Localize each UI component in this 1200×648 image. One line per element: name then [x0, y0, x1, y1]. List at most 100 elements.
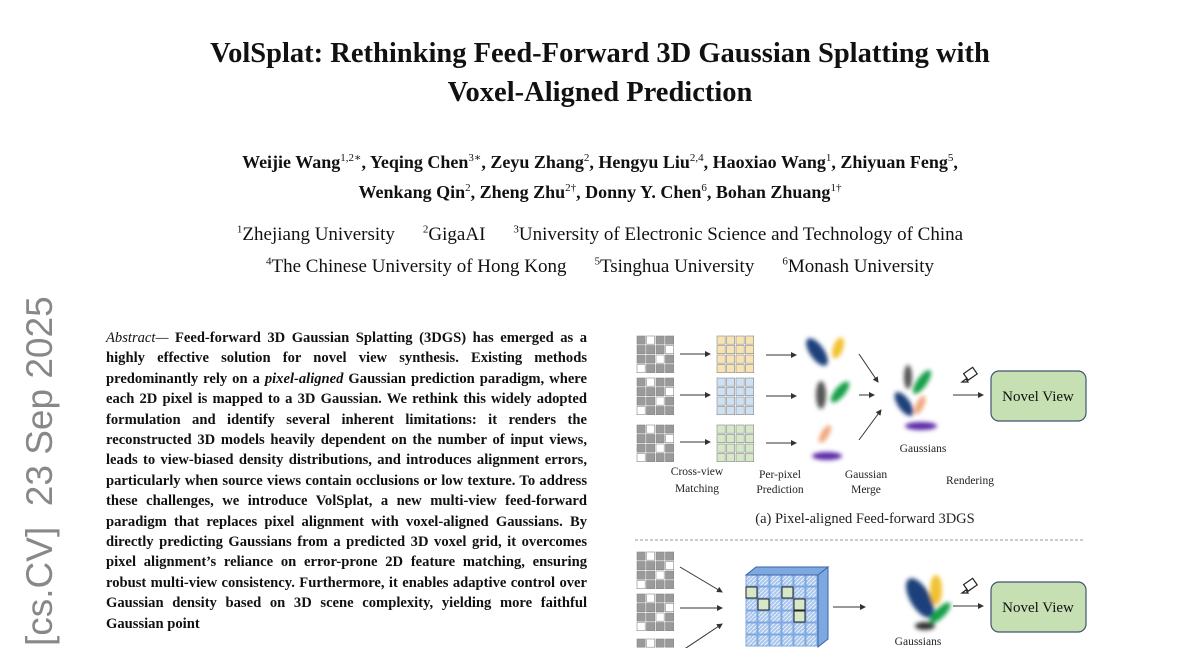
grid-cell: [655, 354, 665, 364]
label-gaussian: Gaussian: [845, 469, 887, 481]
grid-cell: [716, 354, 726, 364]
voxel-cell: [805, 574, 818, 587]
panel-a-arrows: [679, 351, 984, 648]
grid-cell: [646, 377, 655, 387]
figure-caption-a: (a) Pixel-aligned Feed-forward 3DGS: [755, 511, 974, 527]
voxel-cell: [793, 598, 806, 611]
author: Zeyu Zhang2: [490, 152, 590, 172]
grid-cell: [716, 345, 726, 354]
title-line-1: VolSplat: Rethinking Feed-Forward 3D Gau…: [210, 38, 990, 69]
grid-cell: [735, 443, 745, 453]
label-rendering: Rendering: [946, 475, 994, 487]
grid-cell: [745, 453, 754, 462]
voxel-cell: [757, 610, 770, 623]
grid-cell: [716, 364, 726, 373]
voxel-cell: [769, 598, 782, 611]
grid-cell: [745, 424, 754, 434]
grid-cell: [636, 612, 646, 622]
grid-cell: [646, 603, 655, 612]
grid-cell: [646, 387, 655, 396]
grid-cell: [655, 377, 665, 387]
affiliation: 1Zhejiang University: [236, 224, 395, 246]
grid-cell: [735, 396, 745, 406]
grid-cell: [636, 453, 646, 462]
grid-cell: [636, 580, 646, 589]
label-gaussians-a: Gaussians: [900, 443, 947, 455]
grid-cell: [735, 377, 745, 387]
grid-cell: [655, 434, 665, 443]
arxiv-stamp: [cs.CV] 23 Sep 2025: [19, 296, 60, 646]
novel-view-box-b: [990, 581, 1087, 633]
voxel-cell: [805, 634, 818, 647]
grid-cell: [745, 387, 754, 396]
voxel-cell: [793, 622, 806, 635]
voxel-cell: [793, 610, 806, 623]
affiliation: 6Monash University: [782, 255, 935, 277]
grid-cell: [665, 396, 674, 406]
label-merge: Merge: [851, 484, 881, 496]
voxel-cube-faces: [744, 565, 830, 648]
grid-cell: [655, 593, 665, 603]
grid-cell: [716, 443, 726, 453]
gaussian-blobs-a: [806, 337, 951, 630]
grid-cell: [636, 638, 646, 648]
grid-cell: [655, 561, 665, 570]
affiliations-line-1: 1Zhejiang University 2GigaAI 3University o…: [0, 217, 1200, 248]
grid-cell: [735, 387, 745, 396]
grid-cell: [716, 453, 726, 462]
label-matching: Matching: [675, 483, 719, 495]
grid-cell: [646, 622, 655, 631]
grid-cell: [665, 377, 674, 387]
grid-cell: [636, 387, 646, 396]
grid-cell: [636, 570, 646, 580]
grid-cell: [726, 424, 735, 434]
grid-cell: [636, 443, 646, 453]
voxel-cell: [805, 622, 818, 635]
voxel-cell: [793, 586, 806, 599]
grid-cell: [646, 443, 655, 453]
paper-title: VolSplat: Rethinking Feed-Forward 3D Gau…: [0, 34, 1200, 112]
grid-cell: [726, 345, 735, 354]
voxel-grid: [744, 565, 830, 648]
grid-cell: [735, 406, 745, 415]
abstract-text: Feed-forward 3D Gaussian Splatting (3DGS…: [106, 330, 587, 387]
grid-cell: [646, 593, 655, 603]
grid-cell: [646, 638, 655, 648]
grid-cell: [665, 612, 674, 622]
grid-cell: [735, 453, 745, 462]
grid-cell: [646, 335, 655, 345]
grid-cell: [636, 551, 646, 561]
grid-cell: [646, 406, 655, 415]
grid-cell: [655, 603, 665, 612]
grid-cell: [636, 622, 646, 631]
grid-cell: [665, 551, 674, 561]
author: Weijie Wang1,2∗: [242, 152, 362, 172]
grid-cell: [716, 424, 726, 434]
grid-cell: [655, 570, 665, 580]
novel-view-box-a: [990, 370, 1087, 422]
novel-view-label-a: Novel View: [1002, 389, 1074, 405]
voxel-cell: [769, 622, 782, 635]
authors-line-1: Weijie Wang1,2∗, Yeqing Chen3∗, Zeyu Zha…: [242, 152, 958, 172]
grid-cell: [665, 580, 674, 589]
grid-cell: [745, 396, 754, 406]
grid-cell: [735, 345, 745, 354]
voxel-cell: [769, 574, 782, 587]
voxel-cell: [781, 610, 794, 623]
author: Wenkang Qin2: [358, 182, 471, 202]
grid-cell: [726, 443, 735, 453]
grid-cell: [646, 424, 655, 434]
grid-cell: [745, 377, 754, 387]
voxel-cell: [769, 610, 782, 623]
figure-1: Novel View Novel View Cross-view Matchin…: [635, 335, 1087, 648]
grid-cell: [655, 364, 665, 373]
grid-cell: [655, 387, 665, 396]
voxel-cell: [745, 634, 758, 647]
grid-cell: [665, 345, 674, 354]
label-prediction: Prediction: [756, 484, 804, 496]
grid-cell: [646, 345, 655, 354]
grid-cell: [665, 638, 674, 648]
voxel-cell: [781, 598, 794, 611]
label-per-pixel: Per-pixel: [759, 469, 801, 481]
grid-cell: [646, 551, 655, 561]
